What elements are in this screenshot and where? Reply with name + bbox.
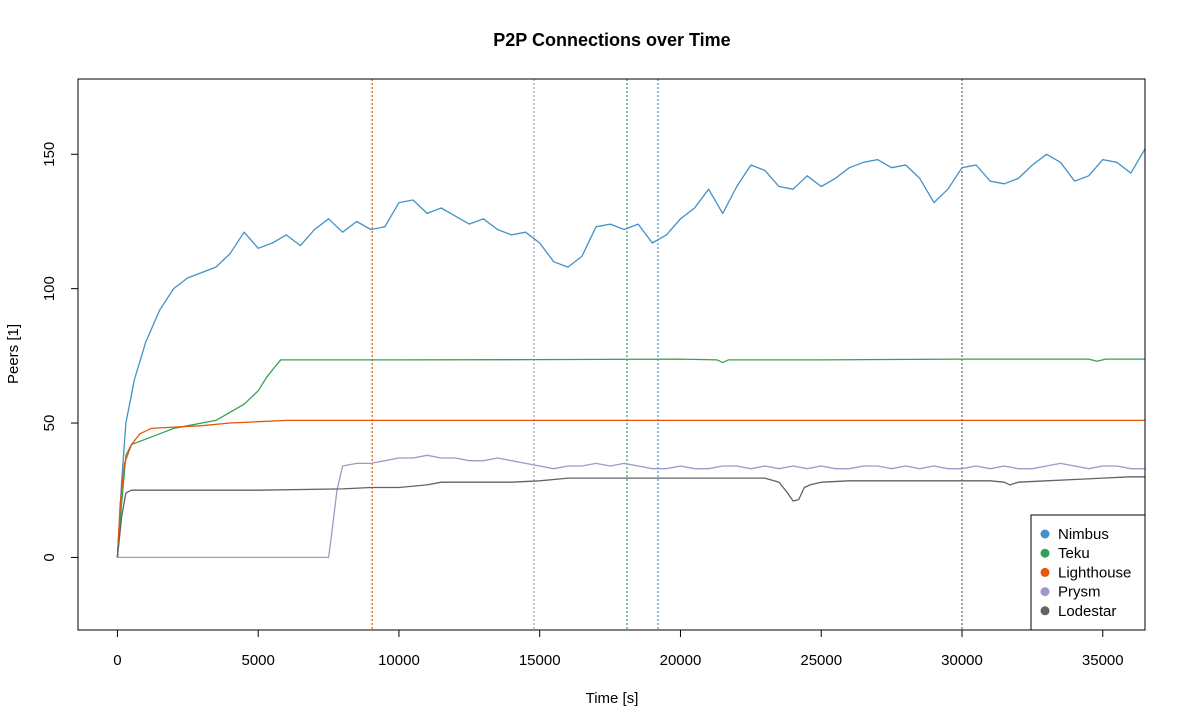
x-tick-label: 25000: [800, 652, 842, 669]
series-line-lighthouse: [116, 419, 1145, 558]
legend-label: Prysm: [1058, 584, 1101, 601]
y-axis-label: Peers [1]: [5, 324, 22, 384]
legend-swatch-teku: [1040, 548, 1050, 558]
chart-title: P2P Connections over Time: [493, 30, 730, 50]
series-line-prysm: [117, 454, 1145, 559]
series-line-nimbus: [116, 148, 1146, 558]
plot-area: [116, 79, 1146, 630]
x-tick-label: 10000: [378, 652, 420, 669]
x-tick-label: 20000: [660, 652, 702, 669]
y-tick-label: 50: [41, 415, 58, 432]
x-tick-label: 35000: [1082, 652, 1124, 669]
legend-label: Lighthouse: [1058, 564, 1131, 581]
x-tick-label: 30000: [941, 652, 983, 669]
x-tick-label: 15000: [519, 652, 561, 669]
legend-swatch-prysm: [1040, 587, 1050, 597]
legend-label: Teku: [1058, 545, 1090, 562]
y-axis: 0 50 100 150: [41, 142, 78, 562]
legend-label: Nimbus: [1058, 526, 1109, 543]
legend-swatch-lodestar: [1040, 606, 1050, 616]
legend: Nimbus Teku Lighthouse Prysm Lodestar: [1030, 514, 1146, 631]
legend-box: [1030, 514, 1146, 631]
series-line-teku: [116, 358, 1145, 558]
legend-swatch-nimbus: [1040, 529, 1050, 539]
y-tick-label: 100: [41, 276, 58, 301]
x-tick-label: 5000: [241, 652, 274, 669]
x-axis-label: Time [s]: [586, 690, 639, 707]
legend-swatch-lighthouse: [1040, 567, 1050, 577]
x-tick-label: 0: [113, 652, 121, 669]
x-axis: 0 5000 10000 15000 20000 25000 30000 35000: [113, 630, 1124, 669]
series-line-lodestar: [116, 476, 1145, 558]
legend-label: Lodestar: [1058, 603, 1116, 620]
plot-frame: [77, 78, 1146, 631]
y-tick-label: 150: [41, 142, 58, 167]
y-tick-label: 0: [41, 553, 58, 561]
